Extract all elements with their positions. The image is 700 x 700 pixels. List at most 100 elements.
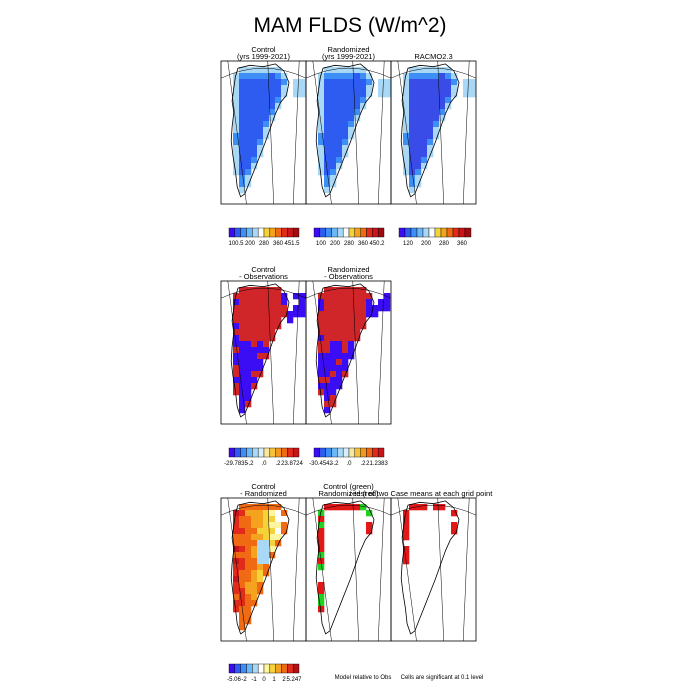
grid-cell xyxy=(330,145,337,152)
grid-cell xyxy=(299,311,306,318)
grid-cell xyxy=(318,323,325,330)
grid-cell xyxy=(245,347,252,354)
grid-cell xyxy=(366,293,373,300)
colorbar-box xyxy=(234,663,241,674)
grid-cell xyxy=(348,79,355,86)
grid-cell xyxy=(233,522,240,529)
colorbar-box xyxy=(342,447,350,458)
grid-cell xyxy=(433,133,440,140)
grid-cell xyxy=(251,115,258,122)
grid-cell xyxy=(275,317,282,324)
grid-cell xyxy=(275,97,282,104)
grid-cell xyxy=(233,163,240,170)
colorbar-box xyxy=(246,447,253,458)
grid-cell xyxy=(233,377,240,384)
colorbar-box xyxy=(240,663,247,674)
grid-cell xyxy=(366,79,373,86)
grid-cell xyxy=(354,97,361,104)
panel-frame xyxy=(305,280,392,425)
grid-cell xyxy=(366,522,373,529)
grid-cell xyxy=(336,365,343,372)
cb-control-obs: -29.7835-.2 .0 .2 23.8724 xyxy=(224,447,304,467)
grid-cell xyxy=(293,311,300,318)
meridian-line xyxy=(293,498,300,641)
grid-cell xyxy=(257,510,264,517)
grid-cell xyxy=(245,97,252,104)
grid-cell xyxy=(251,329,258,336)
parallel-line xyxy=(221,504,306,516)
grid-cell xyxy=(421,97,428,104)
grid-cell xyxy=(263,121,270,128)
grid-cell xyxy=(330,317,337,324)
meridian-line xyxy=(312,498,332,641)
grid-cell xyxy=(403,85,410,92)
grid-cell xyxy=(318,582,325,589)
grid-cell xyxy=(251,353,258,360)
grid-cell xyxy=(451,73,458,80)
grid-cell xyxy=(354,293,361,300)
grid-cell xyxy=(269,335,276,342)
grid-cell xyxy=(384,79,391,86)
grid-cell xyxy=(427,97,434,104)
grid-cell xyxy=(427,91,434,98)
grid-cell xyxy=(251,287,258,294)
grid-cell xyxy=(269,540,276,547)
grid-cell xyxy=(257,540,264,547)
colorbar-label: 200 xyxy=(330,241,341,247)
grid-cell xyxy=(269,528,276,535)
grid-cell xyxy=(233,73,240,80)
grid-cell xyxy=(239,323,246,330)
grid-cell xyxy=(233,133,240,140)
colorbar-label: 0 xyxy=(262,677,266,683)
grid-cell xyxy=(415,79,422,86)
grid-cell xyxy=(415,67,422,74)
colorbar-box xyxy=(360,227,367,238)
grid-cell xyxy=(299,91,306,98)
grid-cell xyxy=(257,121,264,128)
grid-cell xyxy=(245,109,252,116)
grid-cell xyxy=(403,133,410,140)
grid-cell xyxy=(239,97,246,104)
grid-cell xyxy=(263,305,270,312)
grid-cell xyxy=(415,115,422,122)
colorbar-box xyxy=(422,227,430,238)
grid-cell xyxy=(293,305,300,312)
grid-cell xyxy=(257,151,264,158)
grid-cell xyxy=(475,91,476,98)
colorbar-box xyxy=(234,447,241,458)
colorbar-box xyxy=(281,447,288,458)
grid-cell xyxy=(403,97,410,104)
grid-cell xyxy=(421,151,428,158)
grid-cell xyxy=(239,365,246,372)
grid-cell xyxy=(330,335,337,342)
grid-cell xyxy=(403,169,410,176)
grid-cell xyxy=(354,109,361,116)
grid-cell xyxy=(293,293,300,300)
grid-cell xyxy=(384,305,391,312)
grid-cell xyxy=(421,103,428,110)
grid-cell xyxy=(269,97,276,104)
grid-cell xyxy=(421,109,428,116)
colorbar-box xyxy=(281,663,288,674)
grid-cell xyxy=(348,329,355,336)
meridian-line xyxy=(352,498,359,641)
colorbar-box xyxy=(325,447,332,458)
grid-cell xyxy=(342,299,349,306)
grid-cell xyxy=(239,341,246,348)
grid-cell xyxy=(281,522,288,529)
grid-cell xyxy=(324,103,331,110)
grid-cell xyxy=(275,311,282,318)
grid-cell xyxy=(239,564,246,571)
colorbar-label: 2 xyxy=(282,677,286,683)
grid-cell xyxy=(245,600,252,607)
grid-cell xyxy=(239,187,246,194)
grid-cell xyxy=(239,299,246,306)
colorbar-box xyxy=(372,227,379,238)
grid-cell xyxy=(384,91,391,98)
colorbar-box xyxy=(240,227,247,238)
grid-cell xyxy=(421,504,428,511)
grid-cell xyxy=(469,79,476,86)
grid-cell xyxy=(421,163,428,170)
panel-title: (yrs 1999-2021) xyxy=(237,52,290,61)
grid-cell xyxy=(336,347,343,354)
